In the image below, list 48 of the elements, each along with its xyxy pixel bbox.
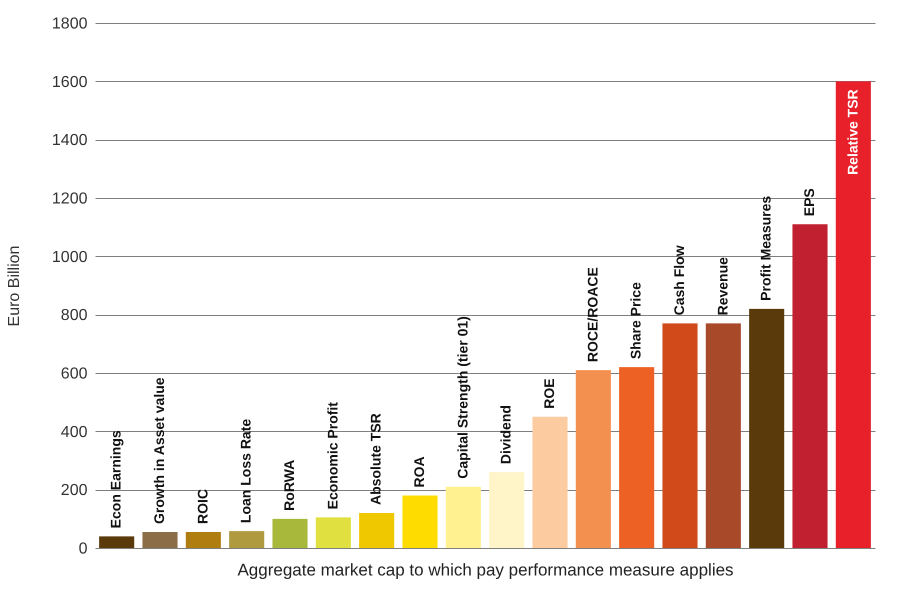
y-tick-label: 200	[60, 482, 88, 500]
x-tick-label: Econ Earnings	[108, 430, 124, 528]
y-tick-label: 1000	[52, 248, 88, 266]
x-tick-label: Growth in Asset value	[151, 377, 167, 524]
x-tick-label: ROA	[411, 456, 427, 488]
bar	[316, 517, 351, 548]
bar	[229, 531, 264, 548]
y-tick-label: 800	[60, 307, 88, 324]
bar	[792, 224, 828, 548]
bar	[186, 532, 221, 548]
x-axis-title: Aggregate market cap to which pay performance measure applies	[237, 560, 734, 580]
x-tick-label: Relative TSR	[844, 89, 860, 175]
x-tick-label: Revenue	[714, 256, 730, 316]
y-tick-label: 1400	[52, 132, 88, 150]
bar	[532, 416, 568, 548]
x-tick-label: Profit Measures	[758, 196, 774, 301]
bar	[99, 536, 134, 548]
x-tick-label: Loan Loss Rate	[238, 418, 254, 524]
x-tick-label: ROE	[541, 378, 557, 409]
y-tick-label: 600	[60, 366, 88, 382]
x-tick-label: Absolute TSR	[368, 413, 384, 505]
bar	[142, 532, 178, 548]
y-tick-label: 400	[60, 424, 88, 441]
y-axis-title: Euro Billion	[6, 246, 23, 326]
bar	[706, 323, 741, 548]
x-tick-label: Dividend	[498, 405, 514, 464]
y-tick-label: 1200	[52, 190, 88, 208]
x-tick-label: EPS	[801, 188, 817, 216]
x-tick-label: Cash Flow	[671, 245, 687, 316]
bar	[402, 496, 438, 548]
bar	[619, 367, 654, 548]
x-tick-label: Capital Strength (tier 01)	[454, 316, 470, 479]
x-tick-label: RoRWA	[281, 460, 297, 511]
x-tick-label: Economic Profit	[324, 402, 340, 510]
y-tick-label: 0	[78, 540, 88, 558]
bar	[749, 308, 784, 548]
x-tick-label: ROIC	[194, 488, 210, 524]
bar	[489, 472, 524, 548]
bar	[446, 486, 481, 548]
x-tick-label: ROCE/ROACE	[584, 267, 600, 362]
x-tick-label: Share Price	[628, 282, 644, 360]
bar	[662, 323, 698, 548]
bar	[272, 518, 308, 548]
y-tick-label: 1800	[52, 16, 88, 32]
bar	[576, 370, 611, 548]
bar	[836, 81, 871, 548]
y-tick-label: 1600	[52, 74, 88, 91]
bar	[359, 513, 394, 548]
